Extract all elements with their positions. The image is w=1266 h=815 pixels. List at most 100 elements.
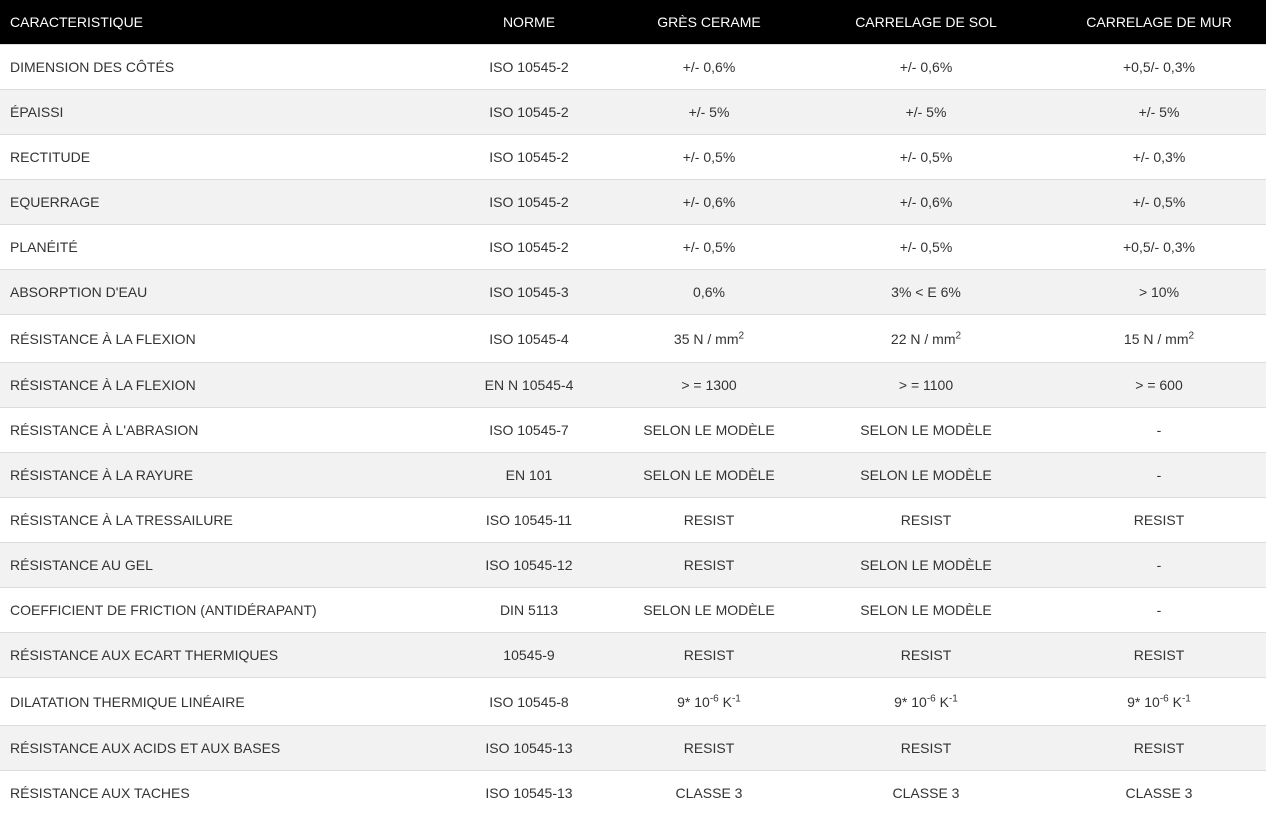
- cell-caracteristique: DIMENSION DES CÔTÉS: [0, 45, 440, 90]
- cell-carrelage-sol: SELON LE MODÈLE: [800, 453, 1052, 498]
- cell-caracteristique: RÉSISTANCE AUX TACHES: [0, 771, 440, 815]
- cell-carrelage-mur: RESIST: [1052, 726, 1266, 771]
- cell-text: 22 N / mm: [891, 331, 956, 347]
- cell-norme: EN 101: [440, 453, 618, 498]
- cell-carrelage-sol: +/- 0,5%: [800, 135, 1052, 180]
- cell-carrelage-mur: +0,5/- 0,3%: [1052, 225, 1266, 270]
- header-carrelage-sol: CARRELAGE DE SOL: [800, 0, 1052, 45]
- cell-carrelage-mur: RESIST: [1052, 633, 1266, 678]
- cell-gres-cerame: RESIST: [618, 633, 800, 678]
- cell-caracteristique: DILATATION THERMIQUE LINÉAIRE: [0, 678, 440, 726]
- superscript: 2: [739, 330, 745, 341]
- cell-carrelage-sol: 22 N / mm2: [800, 315, 1052, 363]
- cell-carrelage-sol: CLASSE 3: [800, 771, 1052, 815]
- cell-carrelage-mur: -: [1052, 543, 1266, 588]
- cell-carrelage-sol: RESIST: [800, 726, 1052, 771]
- cell-gres-cerame: +/- 0,6%: [618, 45, 800, 90]
- cell-carrelage-mur: 9* 10-6 K-1: [1052, 678, 1266, 726]
- cell-gres-cerame: +/- 0,5%: [618, 135, 800, 180]
- cell-text: 9* 10: [1127, 694, 1160, 710]
- cell-carrelage-mur: RESIST: [1052, 498, 1266, 543]
- cell-carrelage-mur: -: [1052, 453, 1266, 498]
- cell-caracteristique: RÉSISTANCE À LA FLEXION: [0, 363, 440, 408]
- cell-carrelage-mur: -: [1052, 588, 1266, 633]
- cell-caracteristique: RÉSISTANCE À L'ABRASION: [0, 408, 440, 453]
- cell-caracteristique: RÉSISTANCE À LA TRESSAILURE: [0, 498, 440, 543]
- cell-carrelage-sol: SELON LE MODÈLE: [800, 543, 1052, 588]
- cell-norme: EN N 10545-4: [440, 363, 618, 408]
- cell-norme: ISO 10545-2: [440, 90, 618, 135]
- superscript: -1: [1182, 693, 1191, 704]
- cell-carrelage-sol: +/- 0,6%: [800, 180, 1052, 225]
- cell-caracteristique: EQUERRAGE: [0, 180, 440, 225]
- cell-caracteristique: ABSORPTION D'EAU: [0, 270, 440, 315]
- cell-carrelage-mur: +/- 0,5%: [1052, 180, 1266, 225]
- cell-norme: ISO 10545-4: [440, 315, 618, 363]
- header-gres-cerame: GRÈS CERAME: [618, 0, 800, 45]
- cell-gres-cerame: RESIST: [618, 498, 800, 543]
- cell-gres-cerame: +/- 0,5%: [618, 225, 800, 270]
- cell-caracteristique: RÉSISTANCE AUX ECART THERMIQUES: [0, 633, 440, 678]
- cell-caracteristique: ÉPAISSI: [0, 90, 440, 135]
- cell-carrelage-mur: +/- 5%: [1052, 90, 1266, 135]
- cell-norme: ISO 10545-13: [440, 771, 618, 815]
- cell-caracteristique: COEFFICIENT DE FRICTION (ANTIDÉRAPANT): [0, 588, 440, 633]
- cell-norme: ISO 10545-2: [440, 45, 618, 90]
- cell-text: K: [1169, 694, 1182, 710]
- cell-carrelage-mur: > = 600: [1052, 363, 1266, 408]
- cell-caracteristique: PLANÉITÉ: [0, 225, 440, 270]
- cell-norme: ISO 10545-8: [440, 678, 618, 726]
- cell-caracteristique: RÉSISTANCE À LA RAYURE: [0, 453, 440, 498]
- cell-carrelage-sol: RESIST: [800, 633, 1052, 678]
- cell-gres-cerame: 9* 10-6 K-1: [618, 678, 800, 726]
- header-carrelage-mur: CARRELAGE DE MUR: [1052, 0, 1266, 45]
- cell-norme: ISO 10545-12: [440, 543, 618, 588]
- cell-gres-cerame: 0,6%: [618, 270, 800, 315]
- cell-carrelage-mur: 15 N / mm2: [1052, 315, 1266, 363]
- cell-carrelage-mur: CLASSE 3: [1052, 771, 1266, 815]
- cell-gres-cerame: SELON LE MODÈLE: [618, 453, 800, 498]
- cell-carrelage-sol: 3% < E 6%: [800, 270, 1052, 315]
- header-norme: NORME: [440, 0, 618, 45]
- cell-norme: 10545-9: [440, 633, 618, 678]
- cell-text: 9* 10: [894, 694, 927, 710]
- table-row: COEFFICIENT DE FRICTION (ANTIDÉRAPANT)DI…: [0, 588, 1266, 633]
- cell-gres-cerame: SELON LE MODÈLE: [618, 408, 800, 453]
- cell-carrelage-sol: +/- 0,5%: [800, 225, 1052, 270]
- cell-norme: ISO 10545-2: [440, 180, 618, 225]
- cell-norme: ISO 10545-11: [440, 498, 618, 543]
- cell-gres-cerame: +/- 0,6%: [618, 180, 800, 225]
- cell-text: 9* 10: [677, 694, 710, 710]
- cell-caracteristique: RECTITUDE: [0, 135, 440, 180]
- cell-gres-cerame: RESIST: [618, 726, 800, 771]
- cell-carrelage-sol: > = 1100: [800, 363, 1052, 408]
- superscript: -6: [710, 693, 719, 704]
- cell-gres-cerame: +/- 5%: [618, 90, 800, 135]
- cell-text: 15 N / mm: [1124, 331, 1189, 347]
- cell-caracteristique: RÉSISTANCE À LA FLEXION: [0, 315, 440, 363]
- cell-carrelage-sol: +/- 5%: [800, 90, 1052, 135]
- superscript: -1: [732, 693, 741, 704]
- cell-carrelage-mur: +0,5/- 0,3%: [1052, 45, 1266, 90]
- cell-text: K: [719, 694, 732, 710]
- cell-norme: ISO 10545-13: [440, 726, 618, 771]
- cell-carrelage-sol: +/- 0,6%: [800, 45, 1052, 90]
- cell-carrelage-mur: -: [1052, 408, 1266, 453]
- cell-caracteristique: RÉSISTANCE AUX ACIDS ET AUX BASES: [0, 726, 440, 771]
